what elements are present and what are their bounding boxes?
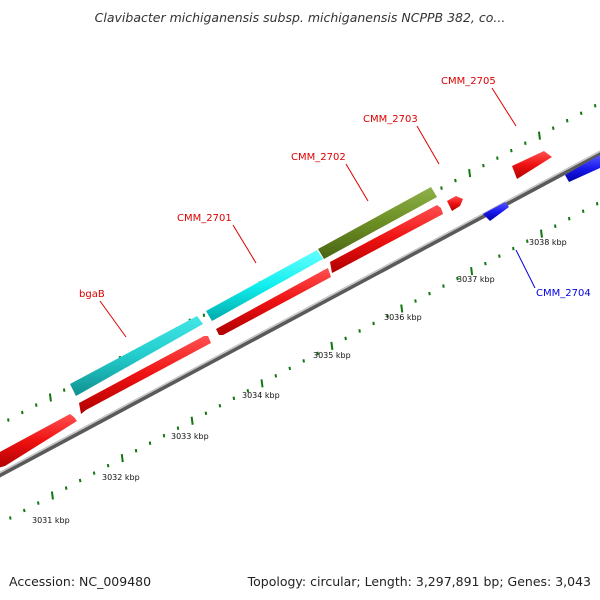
genome-backbone	[0, 150, 600, 478]
major-tick	[537, 131, 541, 140]
minor-tick	[442, 284, 445, 288]
kbp-label: 3035 kbp	[313, 351, 351, 360]
minor-tick	[551, 126, 555, 130]
major-tick	[260, 379, 264, 388]
minor-tick	[148, 441, 152, 445]
gene-label-CMM_2705[interactable]: CMM_2705	[441, 76, 496, 87]
minor-tick	[593, 103, 597, 108]
minor-tick	[581, 209, 585, 214]
kbp-label: 3033 kbp	[171, 432, 209, 441]
genome-summary-text: Topology: circular; Length: 3,297,891 bp…	[247, 574, 591, 589]
minor-tick	[176, 426, 180, 430]
major-tick	[48, 393, 52, 402]
minor-tick	[579, 111, 583, 116]
major-tick	[120, 454, 124, 463]
major-tick	[50, 491, 54, 500]
minor-tick	[232, 396, 236, 401]
forward-genes-inner	[0, 151, 552, 468]
minor-tick	[565, 118, 569, 123]
minor-tick	[202, 313, 206, 318]
inner-tick-track	[9, 201, 599, 520]
major-tick	[470, 266, 474, 276]
outer-features	[70, 187, 437, 396]
minor-tick	[22, 508, 26, 513]
gene-arrow-forward[interactable]	[330, 205, 443, 273]
minor-tick	[20, 410, 24, 415]
minor-tick	[482, 163, 485, 168]
gene-label-CMM_2704[interactable]: CMM_2704	[536, 288, 591, 299]
major-tick	[400, 304, 404, 313]
minor-tick	[302, 359, 306, 363]
minor-tick	[9, 516, 12, 520]
minor-tick	[64, 486, 68, 490]
minor-tick	[36, 501, 40, 505]
minor-tick	[496, 156, 499, 160]
minor-tick	[218, 403, 222, 408]
minor-tick	[7, 418, 10, 422]
kbp-label: 3036 kbp	[384, 313, 422, 322]
kbp-label: 3038 kbp	[529, 238, 567, 247]
minor-tick	[274, 374, 278, 378]
gene-arrow-reverse[interactable]	[565, 155, 600, 182]
major-tick	[468, 168, 472, 178]
minor-tick	[372, 321, 375, 326]
gene-arrow-reverse[interactable]	[483, 202, 509, 221]
gene-labels: bgaB CMM_2701 CMM_2702 CMM_2703 CMM_2705…	[79, 76, 591, 300]
gene-label-CMM_2701[interactable]: CMM_2701	[177, 213, 232, 224]
minor-tick	[62, 388, 66, 392]
minor-tick	[498, 254, 501, 258]
kbp-label: 3031 kbp	[32, 516, 70, 525]
kbp-labels: 3031 kbp 3032 kbp 3033 kbp 3034 kbp 3035…	[32, 238, 567, 525]
minor-tick	[524, 141, 527, 145]
kbp-label: 3032 kbp	[102, 473, 140, 482]
gene-label-CMM_2703[interactable]: CMM_2703	[363, 114, 418, 125]
feature-bgaB-region[interactable]	[70, 316, 203, 396]
minor-tick	[414, 299, 417, 303]
minor-tick	[162, 433, 166, 438]
kbp-label: 3034 kbp	[242, 391, 280, 400]
minor-tick	[358, 329, 361, 333]
label-leaders	[99, 87, 536, 338]
minor-tick	[106, 463, 110, 468]
minor-tick	[34, 403, 38, 407]
gene-arrow-forward[interactable]	[447, 196, 463, 211]
minor-tick	[344, 336, 347, 341]
major-tick	[190, 416, 194, 425]
gene-arrow-forward[interactable]	[512, 151, 552, 179]
minor-tick	[553, 224, 557, 228]
kbp-label: 3037 kbp	[457, 275, 495, 284]
minor-tick	[92, 471, 96, 475]
minor-tick	[456, 276, 459, 281]
minor-tick	[316, 351, 319, 356]
major-tick	[539, 229, 543, 238]
minor-tick	[246, 389, 250, 393]
minor-tick	[288, 366, 292, 371]
minor-tick	[440, 186, 443, 190]
reverse-genes	[483, 155, 600, 221]
minor-tick	[526, 239, 529, 243]
gene-arrow-forward[interactable]	[0, 414, 77, 468]
gene-label-bgaB[interactable]: bgaB	[79, 289, 105, 300]
feature-CMM_2702[interactable]	[318, 187, 437, 259]
minor-tick	[595, 201, 599, 206]
minor-tick	[510, 148, 513, 153]
major-tick	[330, 341, 334, 351]
minor-tick	[204, 411, 208, 416]
minor-tick	[134, 448, 138, 453]
minor-tick	[484, 261, 487, 266]
minor-tick	[567, 216, 571, 221]
feature-CMM_2701[interactable]	[206, 250, 323, 321]
gene-arrow-forward[interactable]	[79, 336, 211, 414]
map-title: Clavibacter michiganensis subsp. michiga…	[94, 10, 506, 25]
minor-tick	[512, 246, 515, 251]
gene-arrow-forward[interactable]	[216, 268, 331, 335]
minor-tick	[78, 478, 82, 483]
minor-tick	[386, 314, 389, 318]
minor-tick	[454, 178, 457, 183]
gene-label-CMM_2702[interactable]: CMM_2702	[291, 152, 346, 163]
accession-text: Accession: NC_009480	[9, 574, 152, 589]
minor-tick	[428, 291, 431, 296]
